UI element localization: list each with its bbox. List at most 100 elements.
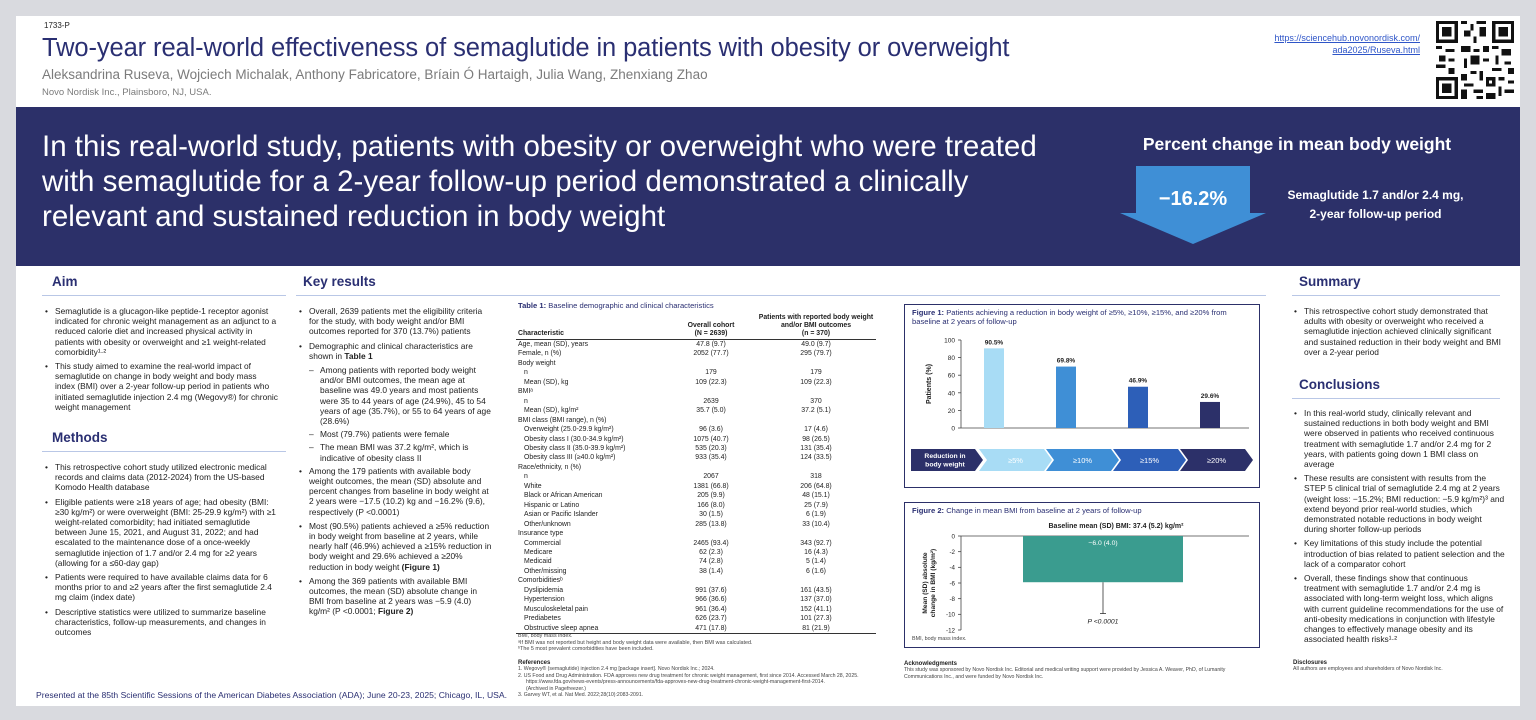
table1-cell-reported: 206 (64.8) xyxy=(800,482,832,490)
table1-cell-overall xyxy=(666,463,756,472)
table1-cell-label: Black or African American xyxy=(524,492,603,500)
table1-cell-label: Mean (SD), kg xyxy=(524,378,569,386)
row-label-line2: body weight xyxy=(925,462,965,469)
y-tick-label: 80 xyxy=(948,355,956,362)
table1-cell-label: n xyxy=(524,473,528,481)
results-item: Among the 179 patients with available bo… xyxy=(298,466,492,517)
table1-cell-overall: 35.7 (5.0) xyxy=(696,407,726,415)
table1-col-characteristic: Characteristic xyxy=(518,330,564,337)
table1-row: Body weight xyxy=(516,359,876,368)
table1-caption: Table 1: Baseline demographic and clinic… xyxy=(518,301,714,310)
y-tick-label: 100 xyxy=(944,338,955,345)
table1-cell-reported: 295 (79.7) xyxy=(800,350,832,358)
table1-cell-overall: 2465 (93.4) xyxy=(693,539,729,547)
methods-rule xyxy=(42,451,286,452)
table1-row: Mean (SD), kg 109 (22.3) 109 (22.3) xyxy=(516,378,876,387)
table1-cell-label: White xyxy=(524,482,542,490)
affiliation: Novo Nordisk Inc., Plainsboro, NJ, USA. xyxy=(42,87,212,98)
percent-change-value: −16.2% xyxy=(1158,188,1228,210)
table1-cell-reported: 137 (37.0) xyxy=(800,596,832,604)
table1-cell-label: Mean (SD), kg/m² xyxy=(524,407,579,415)
table1-footnote: ᵇThe 5 most prevalent comorbidities have… xyxy=(518,646,654,653)
row-label-chevron xyxy=(911,449,983,471)
percent-change-caption: Semaglutide 1.7 and/or 2.4 mg, 2-year fo… xyxy=(1268,186,1483,224)
table1-cell-reported: 98 (26.5) xyxy=(802,435,830,443)
table1-row: n 2067 318 xyxy=(516,472,876,481)
sciencehub-link[interactable]: https://sciencehub.novonordisk.com/ ada2… xyxy=(1196,32,1420,56)
table1-row: Comorbiditiesᵇ xyxy=(516,576,876,585)
y-tick-label: -6 xyxy=(949,580,955,587)
table1-cell-label: Hispanic or Latino xyxy=(524,501,580,509)
table1-col-reported: Patients with reported body weight and/or… xyxy=(756,314,876,340)
table1-caption-label: Table 1: xyxy=(518,301,547,310)
table1-row: Mean (SD), kg/m² 35.7 (5.0) 37.2 (5.1) xyxy=(516,406,876,415)
table1-row: Musculoskeletal pain 961 (36.4) 152 (41.1) xyxy=(516,605,876,614)
table1-cell-label: Dyslipidemia xyxy=(524,586,564,594)
table1-row: Obstructive sleep apnea 471 (17.8) 81 (21.… xyxy=(516,624,876,634)
methods-section: This retrospective cohort study utilized… xyxy=(44,462,278,641)
authors: Aleksandrina Ruseva, Wojciech Michalak, … xyxy=(42,67,708,82)
table1-cell-label: Overweight (25.0-29.9 kg/m²) xyxy=(524,426,614,434)
category-label: ≥10% xyxy=(1073,456,1092,465)
sciencehub-link-line1[interactable]: https://sciencehub.novonordisk.com/ xyxy=(1274,33,1420,43)
row-label-line1: Reduction in xyxy=(924,453,965,460)
table1-cell-reported xyxy=(756,576,876,585)
table1-row: Commercial 2465 (93.4) 343 (92.7) xyxy=(516,539,876,548)
y-tick-label: 40 xyxy=(948,390,956,397)
table1-cell-overall: 62 (2.3) xyxy=(699,548,723,556)
disclosures-heading: Disclosures xyxy=(1293,660,1328,666)
results-subitem: The mean BMI was 37.2 kg/m², which is in… xyxy=(298,442,492,462)
table1-cell-overall xyxy=(666,576,756,585)
y-axis-label-line2: change in BMI (kg/m²) xyxy=(930,549,937,618)
table1-cell-overall xyxy=(666,387,756,396)
poster-id: 1733-P xyxy=(44,21,70,30)
table1-cell-label: Race/ethnicity, n (%) xyxy=(518,463,582,471)
poster-title: Two-year real-world effectiveness of sem… xyxy=(42,34,1010,62)
results-item-text: Most (90.5%) patients achieved a ≥5% red… xyxy=(309,520,492,572)
table1-cell-overall: 2067 xyxy=(703,473,719,481)
bmi-change-bar xyxy=(1023,536,1183,583)
table1-cell-label: Obesity class III (≥40.0 kg/m²) xyxy=(524,454,616,462)
results-subitem: Most (79.7%) patients were female xyxy=(298,429,492,439)
table1-row: Black or African American 205 (9.9) 48 (15… xyxy=(516,491,876,500)
conclusions-item: Overall, these findings show that contin… xyxy=(1293,573,1505,644)
table1-cell-overall: 166 (8.0) xyxy=(697,501,725,509)
table1-cell-overall: 626 (23.7) xyxy=(695,615,727,623)
table1-cell-reported: 25 (7.9) xyxy=(804,501,828,509)
disclosures-text: All authors are employees and shareholde… xyxy=(1293,666,1443,673)
y-axis-label-line1: Mean (SD) absolute xyxy=(922,552,929,614)
summary-section: This retrospective cohort study demonstr… xyxy=(1293,306,1505,361)
figure2-chart: 0 -2 -4 -6 -8 -10 -12 Mean (SD) absolutechange … xyxy=(922,533,1249,634)
table1-cell-label: n xyxy=(524,397,528,405)
table1-cell-overall: 205 (9.9) xyxy=(697,492,725,500)
table1-row: Dyslipidemia 991 (37.6) 161 (43.5) xyxy=(516,586,876,595)
table1-row: Asian or Pacific Islander 30 (1.5) 6 (1.9) xyxy=(516,510,876,519)
figure1-caption-text: Patients achieving a reduction in body w… xyxy=(912,308,1227,326)
table1-row: Overweight (25.0-29.9 kg/m²) 96 (3.6) 17 (… xyxy=(516,425,876,434)
acknowledgments-heading: Acknowledgments xyxy=(904,661,958,667)
table1-cell-reported xyxy=(756,416,876,425)
sciencehub-link-line2[interactable]: ada2025/Ruseva.html xyxy=(1332,45,1420,55)
figure2-caption-text: Change in mean BMI from baseline at 2 ye… xyxy=(944,506,1142,515)
table1-col-reported-line3: (n = 370) xyxy=(801,330,831,337)
references-heading: References xyxy=(518,660,551,666)
table1-row: Age, mean (SD), years 47.8 (9.7) 49.0 (9.7… xyxy=(516,340,876,350)
figure2-caption: Figure 2: Change in mean BMI from baseli… xyxy=(912,506,1252,515)
key-results-rule xyxy=(296,295,1266,296)
table1-col-overall-line1: Overall cohort xyxy=(687,322,735,329)
category-chevron-4 xyxy=(1180,449,1253,471)
aim-item: This study aimed to examine the real-wor… xyxy=(44,361,278,412)
table1-row: Insurance type xyxy=(516,529,876,538)
category-chevron-2 xyxy=(1046,449,1119,471)
table1-header-row: Characteristic Overall cohort (N = 2639) … xyxy=(516,314,876,340)
table1-cell-overall: 109 (22.3) xyxy=(695,378,727,386)
table1-cell-reported: 152 (41.1) xyxy=(800,605,832,613)
presented-at: Presented at the 85th Scientific Session… xyxy=(36,690,508,700)
table1-row: Medicare 62 (2.3) 16 (4.3) xyxy=(516,548,876,557)
aim-item: Semaglutide is a glucagon-like peptide-1… xyxy=(44,306,278,357)
key-message-banner xyxy=(16,107,1520,266)
key-results-text: Overall, 2639 patients met the eligibili… xyxy=(298,306,492,621)
qr-code-icon[interactable] xyxy=(1436,21,1514,99)
y-axis-label: Mean (SD) absolutechange in BMI (kg/m²) xyxy=(922,549,937,618)
table1-cell-label: Prediabetes xyxy=(524,615,561,623)
